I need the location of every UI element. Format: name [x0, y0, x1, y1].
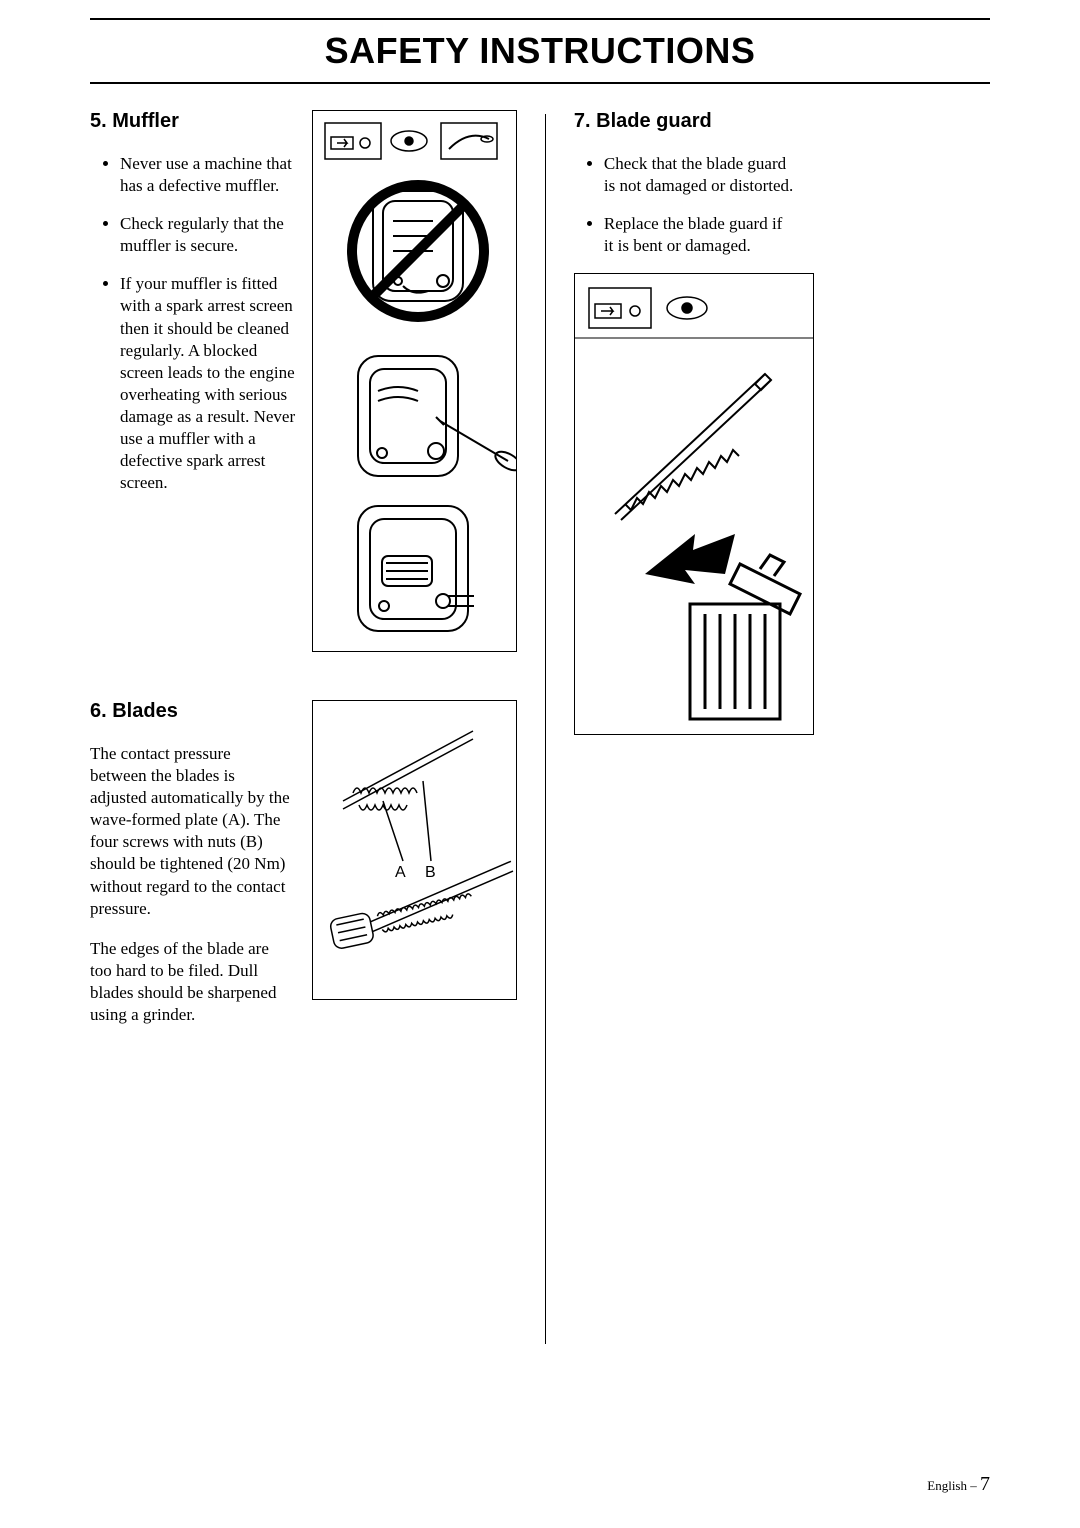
blades-figure-box: A B [312, 700, 517, 1000]
title-underline [90, 82, 990, 84]
bladeguard-bullets: Check that the blade guard is not damage… [574, 153, 990, 257]
muffler-heading: 5. Muffler [90, 110, 300, 133]
page-footer: English – 7 [927, 1473, 990, 1496]
blades-illustration: A B [313, 701, 516, 999]
left-column: 5. Muffler Never use a machine that has … [90, 110, 517, 1344]
title-wrap: SAFETY INSTRUCTIONS [90, 26, 990, 80]
right-column: 7. Blade guard Check that the blade guar… [574, 110, 990, 1344]
section-blades: 6. Blades The contact pressure between t… [90, 700, 517, 1044]
list-item: Replace the blade guard if it is bent or… [604, 213, 794, 257]
muffler-text-col: 5. Muffler Never use a machine that has … [90, 110, 300, 510]
list-item: Never use a machine that has a defective… [120, 153, 300, 197]
bladeguard-illustration [575, 274, 813, 734]
blades-label-a: A [395, 864, 406, 881]
list-item: Check regularly that the muffler is secu… [120, 213, 300, 257]
blades-text-col: 6. Blades The contact pressure between t… [90, 700, 300, 1044]
blades-para-1: The contact pressure between the blades … [90, 743, 290, 920]
blades-heading: 6. Blades [90, 700, 300, 723]
columns: 5. Muffler Never use a machine that has … [90, 110, 990, 1344]
muffler-bullets: Never use a machine that has a defective… [90, 153, 300, 494]
footer-page-number: 7 [980, 1473, 990, 1495]
footer-lang: English – [927, 1478, 976, 1493]
list-item: Check that the blade guard is not damage… [604, 153, 794, 197]
muffler-figure-box [312, 110, 517, 652]
section-bladeguard: 7. Blade guard Check that the blade guar… [574, 110, 990, 735]
top-rule [90, 18, 990, 20]
column-separator [545, 114, 546, 1344]
page-title: SAFETY INSTRUCTIONS [90, 26, 990, 80]
bladeguard-figure-box [574, 273, 814, 735]
blades-label-b: B [425, 864, 436, 881]
page: SAFETY INSTRUCTIONS 5. Muffler Never use… [0, 0, 1080, 1528]
bladeguard-heading: 7. Blade guard [574, 110, 990, 133]
muffler-illustration [313, 111, 516, 651]
blades-para-2: The edges of the blade are too hard to b… [90, 938, 290, 1026]
list-item: If your muffler is fitted with a spark a… [120, 273, 300, 494]
section-muffler: 5. Muffler Never use a machine that has … [90, 110, 517, 652]
